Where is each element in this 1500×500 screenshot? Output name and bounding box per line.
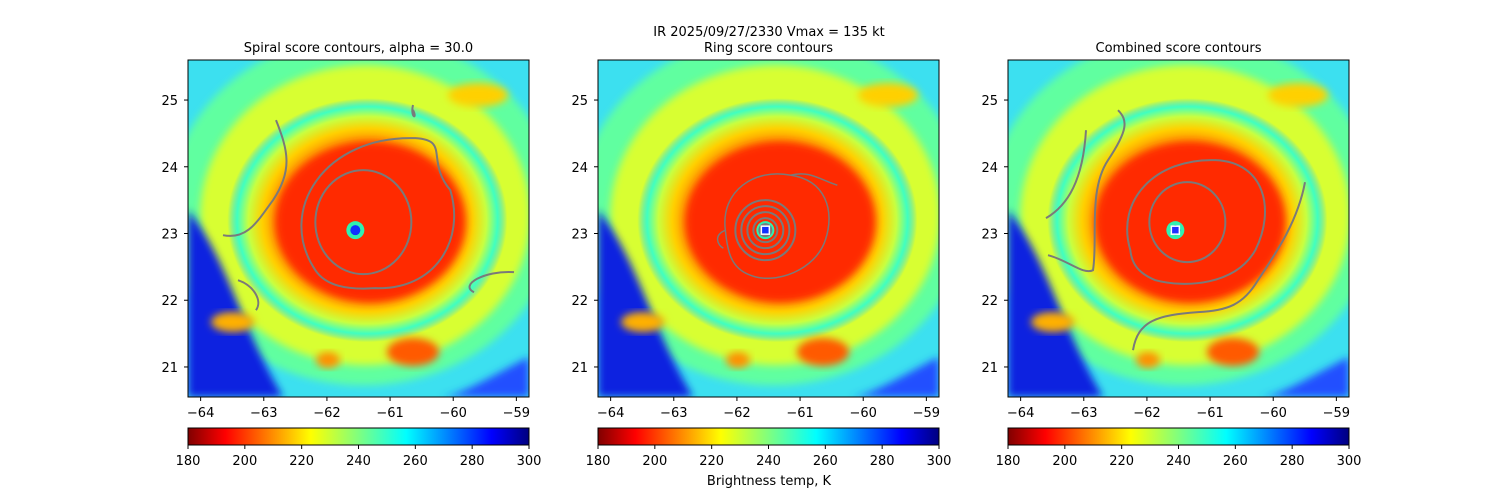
x-tick-label: −62 [723, 406, 750, 421]
score-contours [716, 173, 838, 279]
y-tick-label: 22 [981, 294, 998, 309]
x-tick-label: −62 [313, 406, 340, 421]
panel-2: Ring score contours −64 −63 −62 −61 −60 −59 21 2… [571, 41, 952, 469]
colorbar-tick-label: 240 [346, 454, 371, 469]
colorbar-tick-label: 180 [996, 454, 1021, 469]
x-tick-label: −59 [503, 406, 530, 421]
colorbar-tick-label: 260 [1223, 454, 1248, 469]
colorbar-tick-label: 180 [176, 454, 201, 469]
x-tick-label: −60 [850, 406, 877, 421]
x-tick-label: −61 [376, 406, 403, 421]
colorbar [1007, 427, 1350, 446]
x-tick-label: −60 [1260, 406, 1287, 421]
y-tick-label: 23 [981, 228, 998, 243]
axes-frame [187, 59, 530, 398]
x-tick-label: −62 [1133, 406, 1160, 421]
axes-frame [1007, 59, 1350, 398]
panel-title: Ring score contours [704, 41, 833, 56]
colorbar [597, 427, 940, 446]
colorbar-tick-label: 300 [517, 454, 542, 469]
y-tick-label: 22 [161, 294, 178, 309]
colorbar-tick-label: 200 [1052, 454, 1077, 469]
colorbar-tick-label: 300 [1337, 454, 1362, 469]
ir-image [1008, 60, 1349, 397]
y-tick-label: 23 [161, 228, 178, 243]
colorbar-tick-label: 280 [1280, 454, 1305, 469]
y-tick-label: 24 [161, 161, 178, 176]
colorbar-tick-label: 200 [642, 454, 667, 469]
x-tick-label: −61 [786, 406, 813, 421]
y-tick-label: 22 [571, 294, 588, 309]
x-tick-label: −60 [440, 406, 467, 421]
y-tick-label: 21 [571, 361, 588, 376]
colorbar-tick-label: 240 [1166, 454, 1191, 469]
y-tick-label: 21 [981, 361, 998, 376]
panel-title: Combined score contours [1096, 41, 1262, 56]
y-tick-label: 24 [981, 161, 998, 176]
colorbar [187, 427, 530, 446]
colorbar-tick-label: 280 [870, 454, 895, 469]
x-tick-label: −63 [660, 406, 687, 421]
colorbar-tick-label: 220 [699, 454, 724, 469]
panel-title: Spiral score contours, alpha = 30.0 [244, 41, 473, 56]
score-contours [1045, 109, 1306, 351]
x-tick-label: −59 [913, 406, 940, 421]
x-tick-label: −63 [250, 406, 277, 421]
colorbar-tick-label: 260 [813, 454, 838, 469]
panel-1: Spiral score contours, alpha = 30.0 −64 −6… [161, 41, 542, 469]
x-tick-label: −63 [1070, 406, 1097, 421]
center-marker [1170, 225, 1181, 235]
ir-image [598, 60, 939, 397]
colorbar-tick-label: 300 [927, 454, 952, 469]
colorbar-tick-label: 240 [756, 454, 781, 469]
panels: Spiral score contours, alpha = 30.0 −64 −6… [161, 41, 1362, 469]
ir-image [188, 60, 529, 397]
y-tick-label: 21 [161, 361, 178, 376]
colorbar-tick-label: 260 [403, 454, 428, 469]
y-tick-label: 25 [161, 94, 178, 109]
colorbar-tick-label: 200 [232, 454, 257, 469]
x-tick-label: −64 [597, 406, 624, 421]
figure-suptitle: IR 2025/09/27/2330 Vmax = 135 kt [653, 25, 884, 40]
colorbar-tick-label: 220 [1109, 454, 1134, 469]
colorbar-tick-label: 280 [460, 454, 485, 469]
colorbar-tick-label: 180 [586, 454, 611, 469]
x-tick-label: −61 [1196, 406, 1223, 421]
colorbar-tick-label: 220 [289, 454, 314, 469]
y-tick-label: 24 [571, 161, 588, 176]
y-tick-label: 25 [981, 94, 998, 109]
x-tick-label: −64 [1007, 406, 1034, 421]
center-marker [760, 225, 771, 235]
x-tick-label: −59 [1323, 406, 1350, 421]
score-contours [222, 104, 515, 311]
x-tick-label: −64 [187, 406, 214, 421]
y-tick-label: 25 [571, 94, 588, 109]
y-tick-label: 23 [571, 228, 588, 243]
panel-3: Combined score contours −64 −63 −62 −61 −60 −5… [981, 41, 1362, 469]
colorbar-label: Brightness temp, K [707, 474, 832, 489]
axes-frame [597, 59, 940, 398]
